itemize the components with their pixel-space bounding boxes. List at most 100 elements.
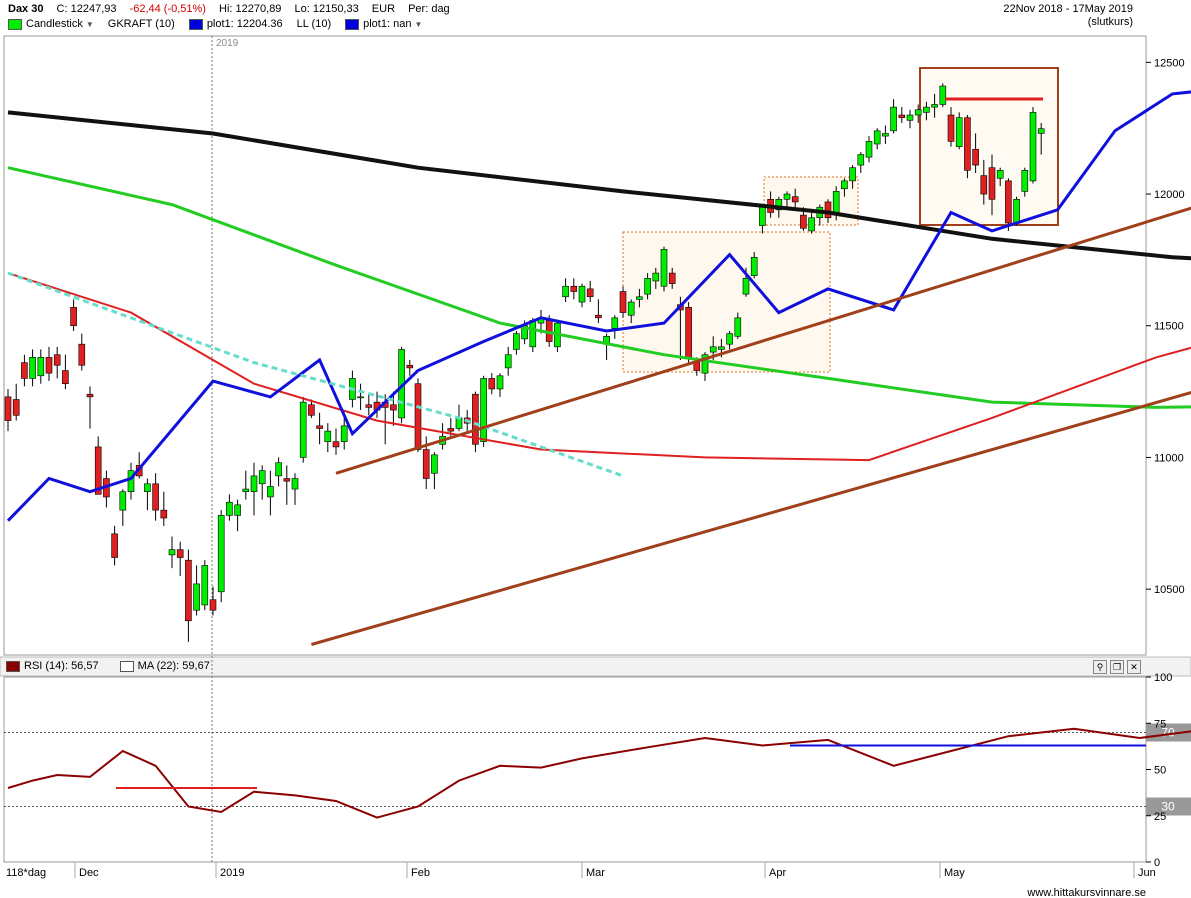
candle-body xyxy=(308,404,315,416)
candle-body xyxy=(201,565,209,606)
candle-body xyxy=(406,364,414,369)
candle-body xyxy=(267,486,274,498)
candle-body xyxy=(636,296,643,300)
candle-body xyxy=(168,549,176,556)
candle-body xyxy=(660,249,668,287)
rsi-level-badge xyxy=(1146,797,1191,816)
zoom-icon[interactable]: ⚲ xyxy=(1093,660,1107,674)
candle-body xyxy=(513,333,520,350)
y-tick-label: 11000 xyxy=(1154,452,1184,464)
year-marker-label: 2019 xyxy=(216,38,239,49)
candle-body xyxy=(775,199,783,211)
legend-label: plot1: nan xyxy=(363,18,412,30)
rsi-y-tick-label: 0 xyxy=(1154,857,1160,869)
candle-body xyxy=(931,104,938,108)
legend-rsi-ma[interactable]: MA (22): 59,67 xyxy=(119,660,210,672)
rsi-level-badge xyxy=(1146,723,1191,742)
candle-body xyxy=(611,317,619,329)
candle-body xyxy=(1037,128,1045,134)
trend-channel-upper xyxy=(335,206,1191,475)
legend-swatch xyxy=(6,660,20,672)
plot1-line xyxy=(6,90,1191,522)
candle-body xyxy=(119,491,127,511)
candle-body xyxy=(217,515,225,593)
candle-body xyxy=(734,317,742,337)
candle-body xyxy=(193,583,200,611)
legend-plot1[interactable]: plot1: 12204.36 xyxy=(188,18,283,30)
candle-body xyxy=(800,214,807,229)
candle-body xyxy=(53,354,61,366)
candle-body xyxy=(176,549,184,558)
candle-body xyxy=(357,396,364,399)
candle-body xyxy=(701,354,709,374)
candle-body xyxy=(709,346,717,353)
x-tick-label: Apr xyxy=(769,867,786,879)
legend-label: LL (10) xyxy=(296,18,332,30)
restore-icon[interactable]: ❐ xyxy=(1110,660,1124,674)
rsi-pane-frame xyxy=(3,676,1147,863)
legend-candlestick[interactable]: Candlestick ▼ xyxy=(8,18,94,30)
candle-body xyxy=(890,106,897,132)
rsi-header-bar xyxy=(0,656,1191,677)
legend-ll[interactable]: LL (10) xyxy=(297,18,331,30)
candle-body xyxy=(1029,112,1037,182)
price-type-label: (slutkurs) xyxy=(1087,16,1133,28)
candle-body xyxy=(873,130,881,145)
x-tick-label: Mar xyxy=(586,867,605,879)
candle-body xyxy=(841,180,848,190)
candle-body xyxy=(390,404,397,411)
dropdown-arrow-icon[interactable]: ▼ xyxy=(414,19,423,29)
candle-body xyxy=(12,399,20,416)
candle-body xyxy=(422,449,430,479)
moving-average-green xyxy=(7,166,1191,409)
candle-body xyxy=(455,417,463,429)
rsi-level-label: 70 xyxy=(1161,726,1175,740)
candle-body xyxy=(824,201,832,219)
candle-body xyxy=(111,533,118,558)
close-icon[interactable]: ✕ xyxy=(1127,660,1141,674)
candle-body xyxy=(258,470,266,485)
candle-body xyxy=(160,509,168,519)
candle-body xyxy=(619,291,627,313)
candle-body xyxy=(857,154,865,166)
candle-body xyxy=(70,307,77,327)
symbol-label: Dax 30 xyxy=(8,3,44,15)
change-value: -62,44 (-0,51%) xyxy=(129,3,206,15)
trendline-dashed xyxy=(7,271,624,478)
candle-body xyxy=(906,114,914,121)
y-tick-label: 12500 xyxy=(1154,57,1185,69)
candle-body xyxy=(316,425,323,429)
legend-rsi[interactable]: RSI (14): 56,57 xyxy=(6,660,99,672)
candle-body xyxy=(242,488,250,492)
candle-body xyxy=(562,285,569,298)
candle-body xyxy=(1005,180,1012,224)
low-value: Lo: 12150,33 xyxy=(294,3,359,15)
close-value: C: 12247,93 xyxy=(56,3,117,15)
candle-body xyxy=(299,401,307,458)
candle-body xyxy=(529,320,537,348)
candle-body xyxy=(365,404,373,408)
candle-body xyxy=(234,504,241,516)
candle-body xyxy=(488,378,496,390)
candle-body xyxy=(668,272,676,284)
candle-body xyxy=(972,148,979,166)
candle-body xyxy=(1013,199,1020,224)
candle-body xyxy=(586,288,594,298)
candle-body xyxy=(652,272,660,282)
candle-body xyxy=(718,346,725,350)
legend-gkraft[interactable]: GKRAFT (10) xyxy=(108,18,175,30)
rsi-y-tick-label: 50 xyxy=(1154,765,1166,777)
legend-label: RSI (14): 56,57 xyxy=(24,660,99,672)
candle-body xyxy=(324,430,332,442)
candle-body xyxy=(209,599,217,611)
x-tick-label: Feb xyxy=(411,867,430,879)
candle-body xyxy=(980,175,988,195)
indicator-legend: Candlestick ▼ GKRAFT (10) plot1: 12204.3… xyxy=(8,18,436,30)
candle-body xyxy=(4,396,12,421)
y-tick-label: 11500 xyxy=(1154,321,1184,333)
date-range-value: 22Nov 2018 - 17May 2019 xyxy=(1003,3,1133,15)
dropdown-arrow-icon[interactable]: ▼ xyxy=(85,19,94,29)
legend-plot1-nan[interactable]: plot1: nan ▼ xyxy=(345,18,422,30)
legend-swatch xyxy=(8,18,22,30)
